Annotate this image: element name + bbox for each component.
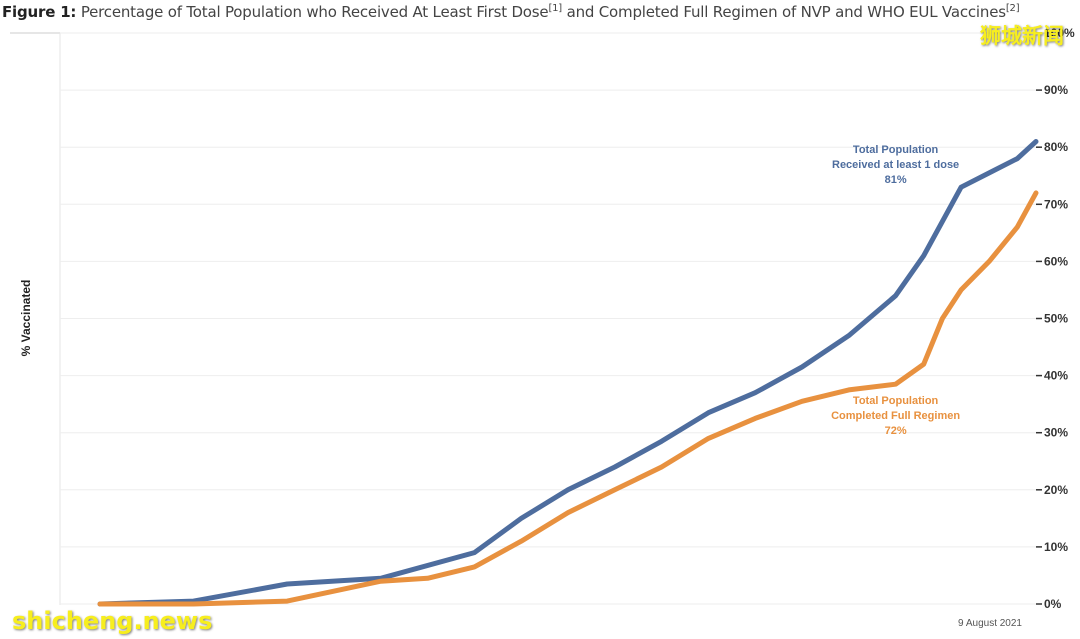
y-axis-label: % Vaccinated (19, 280, 33, 357)
gridlines (60, 32, 1040, 605)
figure-label: Figure 1: (2, 3, 77, 21)
y-tick-label: 0% (1044, 597, 1062, 611)
y-tick-label: 30% (1044, 426, 1068, 440)
y-tick-label: 80% (1044, 140, 1068, 154)
watermark-english: shicheng.news (12, 607, 213, 635)
series-line-0 (97, 139, 1039, 607)
annotation-0-line-1: Received at least 1 dose (832, 159, 959, 171)
x-end-date-label: 9 August 2021 (958, 618, 1022, 629)
title-text-part2: and Completed Full Regimen of NVP and WH… (566, 3, 1006, 21)
footnote-ref-1: [1] (548, 3, 563, 14)
series-line-1 (97, 190, 1039, 607)
y-tick-label: 20% (1044, 483, 1068, 497)
y-axis-ticks: 0% 10% 20% 30% 40% 50% 60% 70% 80% 90% 100% (1036, 26, 1075, 611)
annotation-1-line-0: Total Population (853, 395, 939, 407)
watermark-chinese: 狮城新闻 (980, 24, 1064, 48)
series-group (97, 139, 1039, 607)
figure-title: Figure 1: Percentage of Total Population… (2, 3, 1078, 21)
y-tick-label: 70% (1044, 197, 1068, 211)
annotations-group: Total Population Received at least 1 dose… (831, 144, 960, 437)
y-tick-label: 90% (1044, 83, 1068, 97)
footnote-ref-2: [2] (1005, 3, 1020, 14)
annotation-0-line-0: Total Population (853, 144, 939, 156)
annotation-0-line-2: 81% (885, 174, 907, 186)
y-tick-label: 40% (1044, 369, 1068, 383)
y-tick-label: 60% (1044, 254, 1068, 268)
annotation-1-line-2: 72% (885, 425, 907, 437)
y-tick-label: 10% (1044, 540, 1068, 554)
title-text-part1: Percentage of Total Population who Recei… (80, 3, 549, 21)
annotation-1-line-1: Completed Full Regimen (831, 410, 960, 422)
y-tick-label: 100% (1044, 26, 1075, 40)
y-tick-label: 50% (1044, 312, 1068, 326)
